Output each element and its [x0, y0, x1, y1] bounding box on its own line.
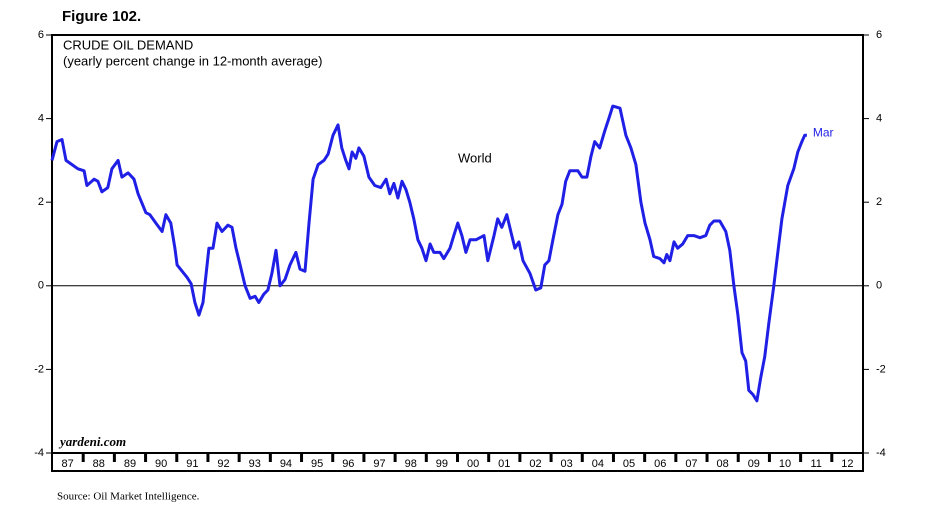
x-tick-label: 00 [467, 458, 479, 470]
end-label: Mar [813, 125, 834, 139]
watermark: yardeni.com [58, 434, 126, 449]
x-tick-label: 12 [841, 458, 853, 470]
x-tick-label: 99 [436, 458, 448, 470]
x-tick-label: 93 [249, 458, 261, 470]
y-tick-label-left: -4 [34, 447, 44, 459]
y-tick-label-left: -2 [34, 363, 44, 375]
x-tick-label: 91 [186, 458, 198, 470]
x-tick-label: 92 [217, 458, 229, 470]
y-tick-label-right: 0 [876, 280, 882, 292]
y-tick-label-left: 2 [38, 196, 44, 208]
chart-subtitle: (yearly percent change in 12-month avera… [63, 53, 322, 68]
x-tick-label: 90 [155, 458, 167, 470]
y-tick-label-right: 4 [876, 113, 882, 125]
x-tick-label: 06 [654, 458, 666, 470]
x-tick-label: 05 [623, 458, 635, 470]
x-tick-label: 96 [342, 458, 354, 470]
chart-title: CRUDE OIL DEMAND [63, 37, 193, 52]
source-note: Source: Oil Market Intelligence. [57, 491, 200, 503]
y-tick-label-right: 6 [876, 29, 882, 41]
x-tick-label: 09 [748, 458, 760, 470]
x-tick-label: 11 [811, 458, 822, 470]
series-label: World [458, 150, 492, 165]
series-line [50, 104, 807, 403]
x-tick-label: 10 [779, 458, 791, 470]
y-tick-label-right: -4 [876, 447, 886, 459]
x-tick-label: 07 [685, 458, 697, 470]
x-tick-label: 03 [561, 458, 573, 470]
y-tick-label-right: -2 [876, 363, 886, 375]
x-tick-label: 89 [124, 458, 136, 470]
x-tick-label: 98 [405, 458, 417, 470]
x-tick-label: 02 [529, 458, 541, 470]
x-tick-label: 94 [280, 458, 292, 470]
figure-label: Figure 102. [62, 8, 141, 25]
x-tick-label: 88 [93, 458, 105, 470]
y-tick-label-left: 6 [38, 29, 44, 41]
x-tick-label: 04 [592, 458, 604, 470]
x-tick-label: 08 [717, 458, 729, 470]
x-tick-label: 97 [373, 458, 385, 470]
y-tick-label-right: 2 [876, 196, 882, 208]
x-tick-label: 95 [311, 458, 323, 470]
y-tick-label-left: 0 [38, 280, 44, 292]
x-tick-label: 01 [498, 458, 510, 470]
y-tick-label-left: 4 [38, 113, 44, 125]
x-tick-label: 87 [61, 458, 73, 470]
